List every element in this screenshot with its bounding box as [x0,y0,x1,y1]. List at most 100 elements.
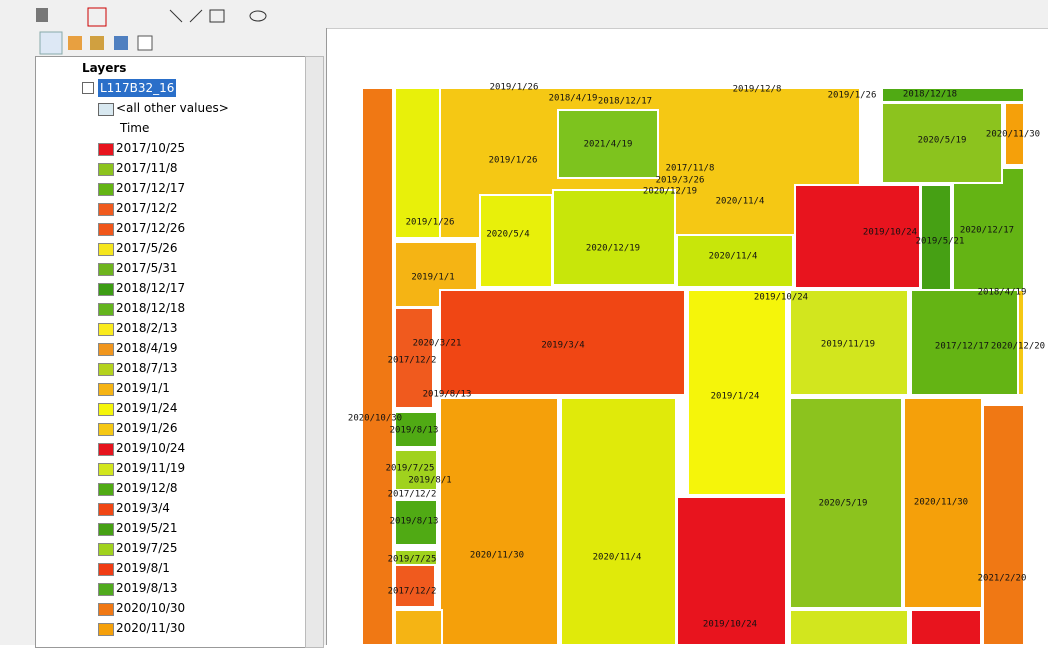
region-label: 2020/10/30 [348,414,402,424]
region-label: 2020/11/30 [470,551,524,561]
legend-swatch [98,543,114,556]
legend-swatch [98,163,114,176]
legend-swatch [98,283,114,296]
region-label: 2019/1/26 [489,156,538,166]
legend-label: 2017/11/8 [116,161,178,175]
map-region [676,234,794,288]
legend-label: 2019/12/8 [116,481,178,495]
legend-label: 2019/7/25 [116,541,178,555]
legend-swatch [98,343,114,356]
region-label: 2020/11/4 [709,252,758,262]
map-region [557,109,659,179]
legend-swatch [98,523,114,536]
map-region [794,184,921,289]
map-region [789,609,909,645]
map-region [920,184,952,291]
map-view: 2020/10/30 2019/1/26 2019/1/26 2021/4/19 202… [348,83,1045,645]
map-region [910,609,982,645]
legend-swatch [98,363,114,376]
map-region [479,194,553,288]
legend-label: 2017/12/2 [116,201,178,215]
map-region [394,449,438,491]
map-region [903,397,983,609]
map-label: 2019/12/8 [733,85,782,95]
region-label: 2020/5/4 [486,230,529,240]
region-label: 2020/12/20 [991,342,1045,352]
region-label: 2019/10/24 [863,228,917,238]
region-label: 2017/12/2 [388,587,437,597]
region-label: 2017/12/2 [388,356,437,366]
legend-swatch [98,563,114,576]
legend-swatch [98,303,114,316]
region-label: 2019/1/24 [711,392,760,402]
region-label: 2019/8/13 [390,517,439,527]
map-region [439,289,686,396]
tool-icons [36,7,267,27]
root-label[interactable]: Layers [82,61,127,75]
region-label: 2021/4/19 [584,140,633,150]
region-label: 2020/11/30 [986,130,1040,140]
legend-swatch [98,423,114,436]
map-region [560,397,677,645]
legend-swatch [98,183,114,196]
map-label: 2017/11/8 [666,164,715,174]
other-values: <all other values> [116,101,229,115]
map-label: 2018/12/17 [598,97,652,107]
region-label: 2019/3/4 [541,341,584,351]
legend-label: 2019/1/24 [116,401,178,415]
map-label: 2019/8/1 [408,476,451,486]
layer-name[interactable]: L117B32_16 [98,79,177,97]
legend-swatch [98,403,114,416]
legend-label: 2017/12/17 [116,181,186,195]
region-label: 2019/1/1 [411,273,454,283]
map-label: 2018/4/19 [549,94,598,104]
legend-label: 2018/4/19 [116,341,178,355]
legend-label: 2019/8/13 [116,581,178,595]
map-region [394,499,438,546]
map-label: 2019/10/24 [754,293,808,303]
map-label: 2019/1/26 [490,83,539,93]
region-label: 2020/11/4 [593,553,642,563]
region-label: 2019/7/25 [386,464,435,474]
scrollbar[interactable] [305,56,324,648]
legend-label: 2019/1/26 [116,421,178,435]
toolbar [0,0,1048,29]
region-label: 2017/12/17 [935,342,989,352]
legend-label: 2019/5/21 [116,521,178,535]
legend-label: 2019/3/4 [116,501,170,515]
legend-swatch [98,483,114,496]
legend-label: 2017/5/26 [116,241,178,255]
map-region [881,102,1003,184]
map-region [394,609,443,645]
region-label: 2019/5/21 [916,237,965,247]
legend-swatch [98,143,114,156]
legend-label: 2019/10/24 [116,441,186,455]
map-region [361,87,394,645]
map-region [1017,289,1025,396]
region-label: 2019/1/26 [406,218,455,228]
legend-label: 2020/11/30 [116,621,186,635]
map-region [676,496,787,645]
map-region [982,404,1025,645]
legend-swatch [98,583,114,596]
legend-swatch [98,463,114,476]
region-label: 2020/11/30 [914,498,968,508]
legend-swatch [98,223,114,236]
legend-swatch [98,503,114,516]
legend-label: 2017/5/31 [116,261,178,275]
region-label: 2019/8/13 [390,426,439,436]
legend-swatch [98,383,114,396]
map-region [789,289,909,396]
region-label: 2019/11/19 [821,340,875,350]
region-label: 2020/12/17 [960,226,1014,236]
map-region [439,397,559,645]
legend-label: 2018/7/13 [116,361,178,375]
map-region [552,189,676,286]
legend-label: 2019/8/1 [116,561,170,575]
legend-label: 2018/2/13 [116,321,178,335]
region-label: 2018/12/18 [903,90,957,100]
legend-label: 2018/12/17 [116,281,186,295]
map-label: 2019/1/26 [828,91,877,101]
checkbox[interactable] [82,82,94,94]
region-label: 2021/2/20 [978,574,1027,584]
